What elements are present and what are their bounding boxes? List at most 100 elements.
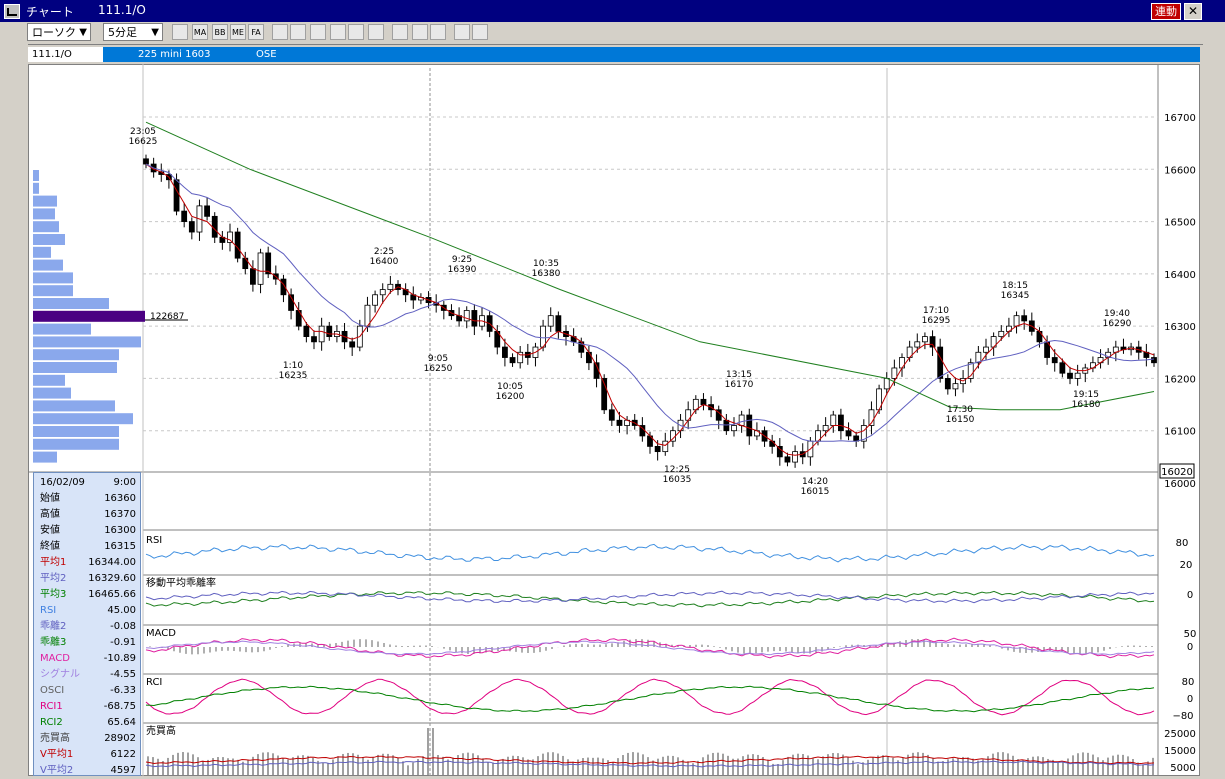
fibonacci-icon[interactable]: FA (248, 24, 264, 40)
current-price-box (1159, 463, 1195, 479)
price-annotation-price: 16345 (1001, 291, 1030, 301)
settings-icon[interactable] (454, 24, 470, 40)
data-row-value: 4597 (110, 765, 136, 776)
candle-body (211, 215, 218, 238)
pen-icon[interactable] (392, 24, 408, 40)
price-annotation-price: 16380 (532, 269, 561, 279)
data-row-label: V平均2 (40, 765, 74, 776)
price-annotation-time: 10:35 (533, 259, 559, 269)
data-row: RCI2 65.64 (40, 715, 136, 731)
candle-body (1051, 357, 1058, 364)
price-annotation-time: 23:05 (130, 127, 156, 137)
macd-line (145, 637, 1155, 659)
indicator-icon[interactable] (310, 24, 326, 40)
data-row-label: シグナル (40, 669, 80, 680)
volume-profile-bar (33, 438, 119, 450)
data-row-label: 平均2 (40, 573, 67, 584)
eraser-icon[interactable] (430, 24, 446, 40)
data-row-value: 16370 (104, 509, 136, 520)
price-annotation-price: 16200 (496, 392, 525, 402)
rci-panel-label: RCI (146, 677, 162, 688)
chart-type-select[interactable]: ローソク ▼ (27, 23, 91, 41)
cursor-icon[interactable] (412, 24, 428, 40)
chart-type-value: ローソク (32, 26, 76, 39)
data-row-label: 高値 (40, 509, 60, 520)
volume-axis-5000: 5000 (1170, 763, 1195, 774)
toolbar: ローソク ▼ 5分足 ▼ MA BB ME FA (0, 22, 1225, 45)
envelope-icon[interactable]: ME (230, 24, 246, 40)
data-row: 始値 16360 (40, 491, 136, 507)
price-annotation-price: 16250 (424, 364, 453, 374)
data-row: 乖離3 -0.91 (40, 635, 136, 651)
candlestick-icon[interactable] (290, 24, 306, 40)
candle-body (547, 315, 554, 327)
candle-body (952, 383, 959, 390)
price-tick-label: 16600 (1164, 165, 1196, 176)
left-gutter (0, 44, 28, 776)
volume-profile-bar (33, 426, 119, 437)
data-row: MACD -10.89 (40, 651, 136, 667)
price-board-icon[interactable] (348, 24, 364, 40)
ruler-icon[interactable] (472, 24, 488, 40)
candle-body (700, 398, 707, 405)
data-row-label: RCI1 (40, 701, 63, 712)
volume-profile-bar (33, 170, 39, 181)
rsi-panel-label: RSI (146, 535, 162, 546)
price-annotation-price: 16170 (725, 380, 754, 390)
candle-body (1074, 372, 1081, 379)
data-row-value: 65.64 (107, 717, 136, 728)
candle-body (983, 346, 989, 353)
link-button[interactable]: 連動 (1151, 3, 1181, 20)
close-icon[interactable]: ✕ (1184, 3, 1202, 20)
symbol-search-icon[interactable] (172, 24, 188, 40)
volume-profile-bar (33, 362, 117, 373)
deviation3-line (145, 590, 1155, 608)
zoom-icon[interactable] (330, 24, 346, 40)
candle-body (654, 445, 661, 453)
volume-axis-15000: 15000 (1164, 746, 1196, 757)
data-row-label: MACD (40, 653, 70, 664)
moving-average-icon[interactable]: MA (192, 24, 208, 40)
candle-body (738, 414, 745, 426)
contract-name: 225 mini 1603 (138, 49, 211, 60)
data-row: OSCI -6.33 (40, 683, 136, 699)
data-row-label: 乖離3 (40, 637, 67, 648)
candle-body (830, 414, 837, 426)
candle-body (937, 346, 944, 379)
candle-body (509, 357, 516, 364)
candle-body (311, 336, 317, 343)
price-annotation-price: 16295 (922, 316, 951, 326)
price-annotation-time: 1:10 (283, 361, 303, 371)
price-annotation-time: 13:15 (726, 370, 752, 380)
volume-profile-bar (33, 285, 73, 297)
volume-profile-bar (33, 246, 51, 258)
candle-body (463, 310, 470, 322)
data-row-label: 平均1 (40, 557, 67, 568)
data-row: 16/02/09 9:00 (40, 475, 136, 491)
interval-value: 5分足 (108, 26, 137, 39)
symbol-code: 111.1/O (28, 47, 103, 62)
candle-body (143, 158, 149, 165)
candle-body (173, 179, 180, 212)
volume-profile-bar (33, 182, 39, 194)
volume-profile-bar (33, 259, 63, 271)
price-tick-label: 16200 (1164, 374, 1196, 385)
chart-app-icon (4, 4, 20, 19)
data-row-label: RSI (40, 605, 57, 616)
price-annotation-price: 16290 (1103, 319, 1132, 329)
bollinger-bands-icon[interactable]: BB (212, 24, 228, 40)
candle-body (280, 278, 287, 296)
split-icon[interactable] (368, 24, 384, 40)
candle-body (838, 414, 844, 432)
candle-body (601, 378, 608, 411)
interval-select[interactable]: 5分足 ▼ (103, 23, 163, 41)
candle-body (891, 367, 898, 379)
line-chart-icon[interactable] (272, 24, 288, 40)
volume-profile-bar (33, 336, 141, 348)
rci-axis-0: 0 (1187, 694, 1193, 705)
candle-body (967, 362, 974, 379)
data-row-label: 売買高 (40, 733, 70, 744)
macd-signal-line (145, 640, 1155, 656)
deviation2-line (145, 590, 1155, 604)
